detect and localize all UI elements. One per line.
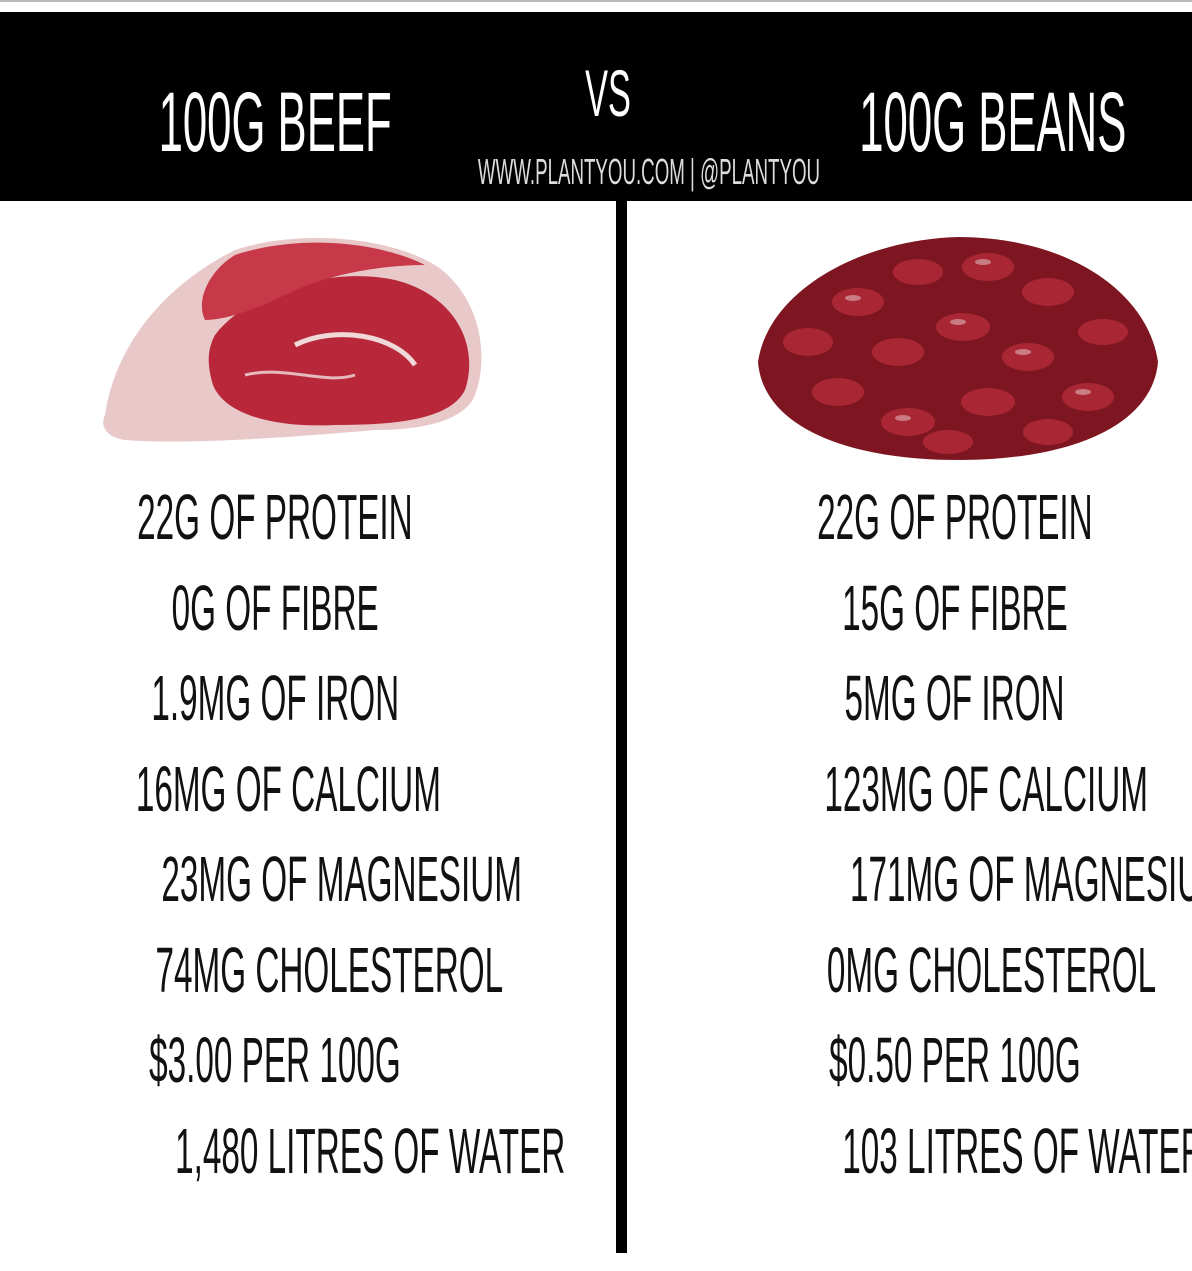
beef-fact: $3.00 PER 100G bbox=[149, 1024, 401, 1096]
beans-image bbox=[758, 237, 1158, 460]
beans-fact: 22G OF PROTEIN bbox=[817, 481, 1093, 553]
beans-fact: 0MG CHOLESTEROL bbox=[826, 933, 1157, 1006]
beef-fact: 23MG OF MAGNESIUM bbox=[161, 843, 522, 915]
beans-fact: 123MG OF CALCIUM bbox=[824, 752, 1148, 825]
beef-fact: 0G OF FIBRE bbox=[171, 571, 379, 644]
left-title: 100G BEEF bbox=[158, 75, 392, 169]
beef-fact: 22G OF PROTEIN bbox=[137, 481, 413, 553]
beans-facts-list: 22G OF PROTEIN 15G OF FIBRE 5MG OF IRON … bbox=[675, 478, 1192, 1202]
beef-fact: 1,480 LITRES OF WATER bbox=[175, 1114, 566, 1187]
beans-fact: 171MG OF MAGNESIUM bbox=[849, 843, 1192, 915]
credit-text: WWW.PLANTYOU.COM | @PLANTYOU bbox=[477, 151, 821, 192]
beef-fact: 74MG CHOLESTEROL bbox=[155, 933, 504, 1006]
beef-facts-list: 22G OF PROTEIN 0G OF FIBRE 1.9MG OF IRON… bbox=[0, 478, 566, 1202]
beans-fact: 15G OF FIBRE bbox=[842, 571, 1068, 644]
center-divider bbox=[616, 201, 627, 1253]
vs-label: VS bbox=[585, 56, 631, 130]
beans-fact: $0.50 PER 100G bbox=[829, 1024, 1081, 1096]
beef-fact: 16MG OF CALCIUM bbox=[135, 752, 441, 825]
beef-image bbox=[103, 238, 482, 442]
beans-fact: 103 LITRES OF WATER bbox=[842, 1114, 1192, 1187]
right-title: 100G BEANS bbox=[859, 75, 1127, 169]
top-border bbox=[0, 0, 1192, 2]
beef-fact: 1.9MG OF IRON bbox=[151, 662, 399, 734]
header-banner: 100G BEEF VS 100G BEANS WWW.PLANTYOU.COM… bbox=[0, 12, 1192, 201]
beans-fact: 5MG OF IRON bbox=[844, 662, 1066, 734]
